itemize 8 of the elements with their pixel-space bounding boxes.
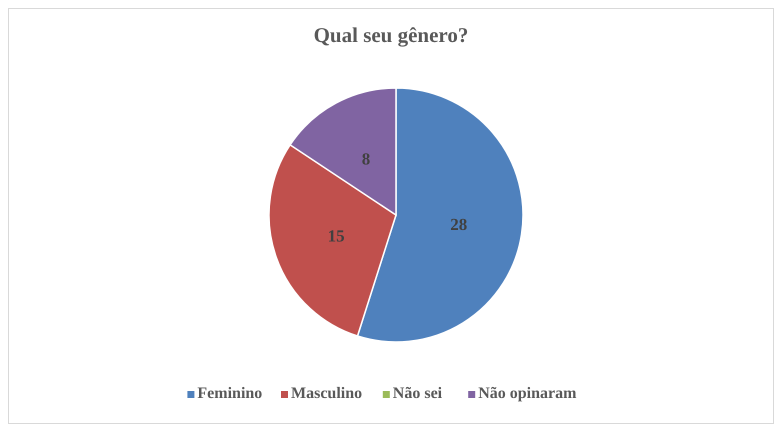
legend-label: Não opinaram: [478, 385, 578, 402]
chart-title: Qual seu gênero?: [314, 23, 468, 47]
data-label: 8: [362, 150, 370, 169]
legend-label: Feminino: [197, 385, 262, 402]
data-label: 15: [328, 226, 345, 246]
data-label: 28: [450, 215, 468, 234]
legend-label: Não sei: [392, 385, 443, 402]
legend-label: Masculino: [291, 385, 362, 402]
